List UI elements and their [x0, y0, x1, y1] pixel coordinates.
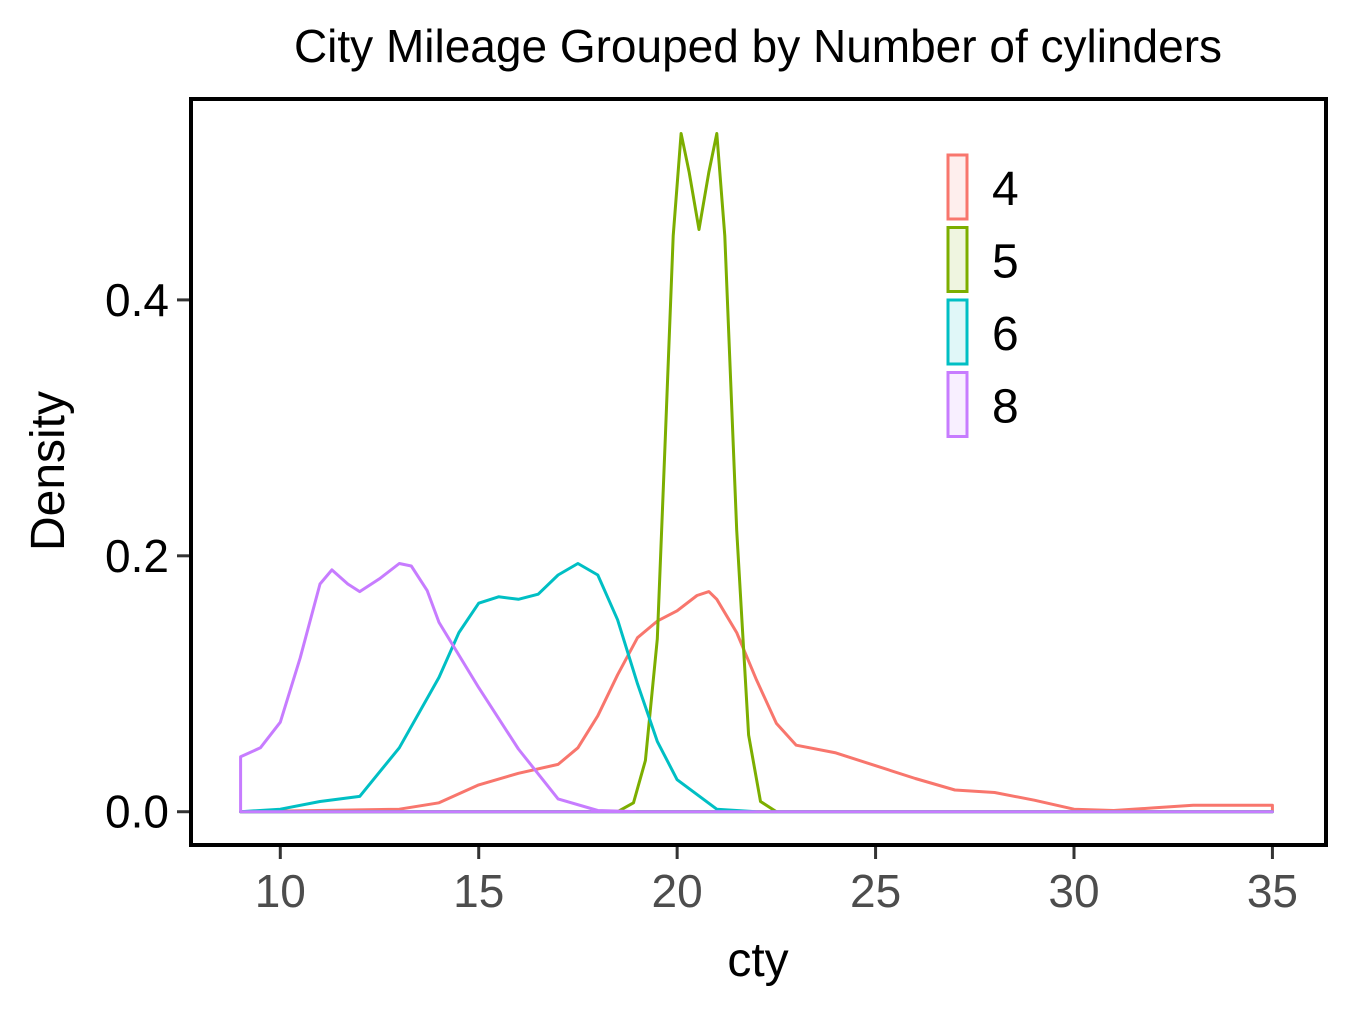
- x-tick-label: 10: [255, 865, 306, 917]
- x-tick-label: 35: [1247, 865, 1298, 917]
- legend-label-6: 6: [992, 308, 1019, 361]
- legend-label-5: 5: [992, 236, 1019, 289]
- legend-label-4: 4: [992, 163, 1019, 216]
- density-curve-5: [239, 132, 1274, 814]
- y-axis: 0.0 0.2 0.4: [105, 274, 189, 838]
- x-tick-label: 30: [1048, 865, 1099, 917]
- legend: 4 5 6 8: [946, 153, 1019, 438]
- y-tick-label: 0.4: [105, 274, 169, 326]
- x-axis-title: cty: [727, 934, 788, 987]
- y-tick-label: 0.0: [105, 786, 169, 838]
- x-tick-label: 20: [652, 865, 703, 917]
- x-tick-label: 25: [850, 865, 901, 917]
- legend-key-5: [946, 226, 969, 293]
- x-axis: 10 15 20 25 30 35: [255, 847, 1298, 917]
- legend-label-8: 8: [992, 381, 1019, 434]
- legend-key-6: [946, 298, 969, 366]
- series-layer: [239, 132, 1274, 814]
- density-curve-8: [239, 562, 1274, 814]
- plot-border: [189, 97, 1328, 847]
- legend-key-4: [946, 153, 969, 221]
- density-curve-4: [239, 590, 1274, 814]
- plot-area: [189, 97, 1328, 847]
- y-tick-label: 0.2: [105, 530, 169, 582]
- x-tick-label: 15: [453, 865, 504, 917]
- y-axis-title: Density: [22, 391, 75, 551]
- density-curve-6: [239, 562, 1274, 814]
- chart-title: City Mileage Grouped by Number of cylind…: [294, 20, 1222, 72]
- legend-key-8: [946, 371, 969, 438]
